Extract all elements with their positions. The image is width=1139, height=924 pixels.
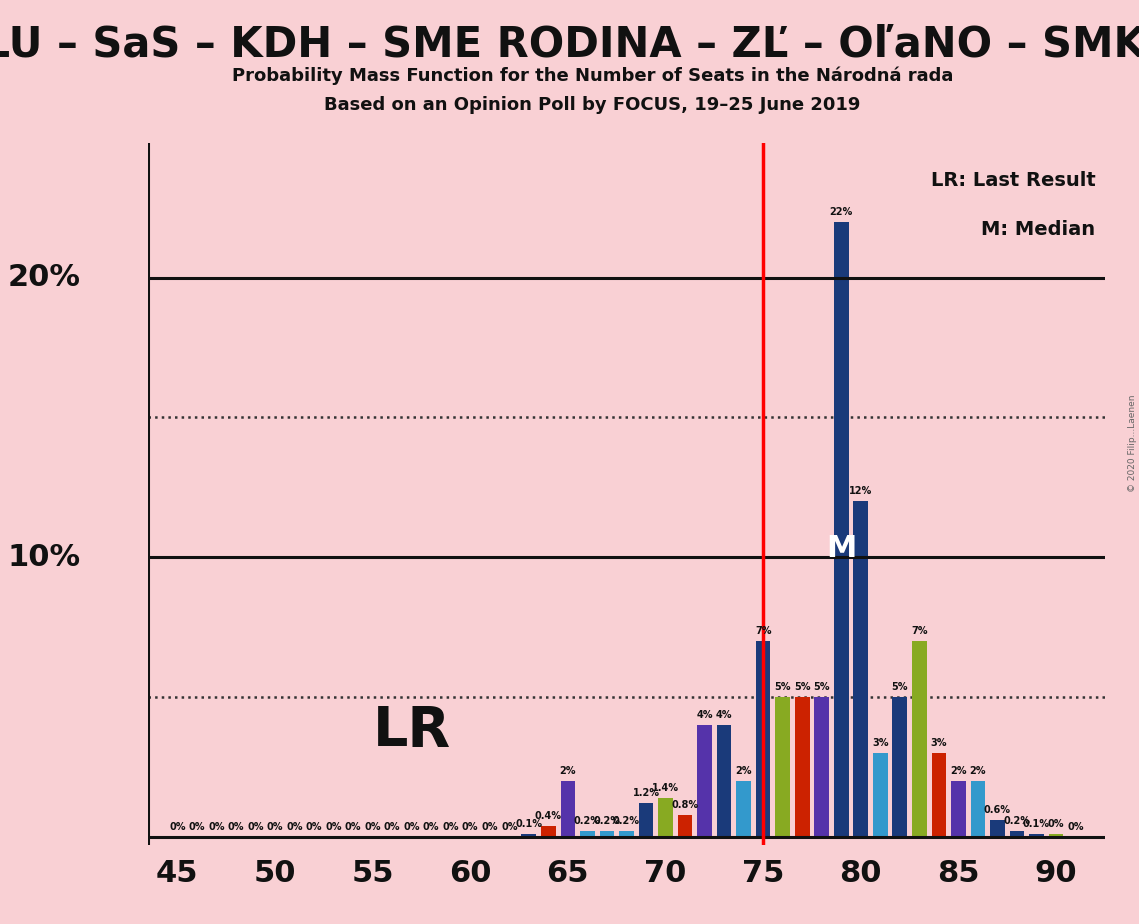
Text: 0%: 0% — [189, 822, 205, 832]
Text: 0.2%: 0.2% — [1003, 817, 1031, 826]
Text: 0%: 0% — [247, 822, 264, 832]
Bar — [716, 725, 731, 837]
Text: 1.2%: 1.2% — [632, 788, 659, 798]
Bar — [736, 781, 751, 837]
Bar — [872, 753, 887, 837]
Bar — [795, 698, 810, 837]
Text: 0%: 0% — [267, 822, 284, 832]
Text: 0%: 0% — [228, 822, 244, 832]
Text: Probability Mass Function for the Number of Seats in the Národná rada: Probability Mass Function for the Number… — [231, 67, 953, 85]
Text: OLU – SaS – KDH – SME RODINA – ZĽ – OľaNO – SMK: OLU – SaS – KDH – SME RODINA – ZĽ – OľaN… — [0, 23, 1139, 65]
Text: 0%: 0% — [286, 822, 303, 832]
Text: 0%: 0% — [462, 822, 478, 832]
Bar — [853, 502, 868, 837]
Text: Based on an Opinion Poll by FOCUS, 19–25 June 2019: Based on an Opinion Poll by FOCUS, 19–25… — [325, 96, 860, 114]
Text: M: Median: M: Median — [981, 221, 1096, 239]
Text: 7%: 7% — [911, 626, 927, 637]
Bar — [560, 781, 575, 837]
Text: 7%: 7% — [755, 626, 771, 637]
Text: 0%: 0% — [442, 822, 459, 832]
Bar — [522, 834, 536, 837]
Text: 3%: 3% — [931, 738, 948, 748]
Text: 5%: 5% — [794, 682, 811, 692]
Text: 5%: 5% — [813, 682, 830, 692]
Text: LR: LR — [372, 704, 451, 758]
Text: 0%: 0% — [384, 822, 401, 832]
Text: 0%: 0% — [482, 822, 498, 832]
Text: 3%: 3% — [872, 738, 888, 748]
Text: 2%: 2% — [969, 766, 986, 776]
Text: 22%: 22% — [829, 207, 853, 216]
Text: 0%: 0% — [345, 822, 361, 832]
Text: 4%: 4% — [696, 711, 713, 720]
Text: 12%: 12% — [850, 486, 872, 496]
Bar — [932, 753, 947, 837]
Bar — [970, 781, 985, 837]
Bar — [951, 781, 966, 837]
Text: 0%: 0% — [169, 822, 186, 832]
Text: 5%: 5% — [775, 682, 790, 692]
Bar — [893, 698, 907, 837]
Text: 0.1%: 0.1% — [515, 820, 542, 829]
Bar — [541, 826, 556, 837]
Text: 2%: 2% — [950, 766, 967, 776]
Text: 0%: 0% — [208, 822, 224, 832]
Bar — [599, 832, 614, 837]
Text: 20%: 20% — [8, 263, 81, 292]
Text: 0%: 0% — [326, 822, 342, 832]
Text: 0%: 0% — [305, 822, 322, 832]
Bar — [580, 832, 595, 837]
Text: 0%: 0% — [423, 822, 440, 832]
Text: 4%: 4% — [715, 711, 732, 720]
Text: LR: Last Result: LR: Last Result — [931, 171, 1096, 190]
Text: 5%: 5% — [892, 682, 908, 692]
Bar — [639, 804, 654, 837]
Text: M: M — [826, 534, 857, 564]
Bar — [697, 725, 712, 837]
Bar — [620, 832, 633, 837]
Text: 0.2%: 0.2% — [574, 817, 601, 826]
Bar — [834, 222, 849, 837]
Text: 0.8%: 0.8% — [672, 799, 698, 809]
Text: 2%: 2% — [736, 766, 752, 776]
Bar — [756, 641, 770, 837]
Bar — [1009, 832, 1024, 837]
Text: 10%: 10% — [8, 542, 81, 572]
Bar — [912, 641, 927, 837]
Bar — [1049, 834, 1064, 837]
Text: © 2020 Filip...Laenen: © 2020 Filip...Laenen — [1128, 395, 1137, 492]
Text: 0.6%: 0.6% — [984, 805, 1011, 815]
Bar — [990, 821, 1005, 837]
Text: 0.4%: 0.4% — [535, 811, 562, 821]
Bar — [776, 698, 790, 837]
Text: 0.1%: 0.1% — [1023, 820, 1050, 829]
Text: 0.2%: 0.2% — [613, 817, 640, 826]
Text: 0%: 0% — [364, 822, 380, 832]
Text: 0%: 0% — [1067, 822, 1084, 832]
Text: 1.4%: 1.4% — [652, 783, 679, 793]
Text: 2%: 2% — [559, 766, 576, 776]
Text: 0%: 0% — [501, 822, 517, 832]
Text: 0%: 0% — [1048, 820, 1064, 829]
Text: 0%: 0% — [403, 822, 420, 832]
Bar — [658, 798, 673, 837]
Text: 0.2%: 0.2% — [593, 817, 621, 826]
Bar — [1030, 834, 1043, 837]
Bar — [678, 815, 693, 837]
Bar — [814, 698, 829, 837]
